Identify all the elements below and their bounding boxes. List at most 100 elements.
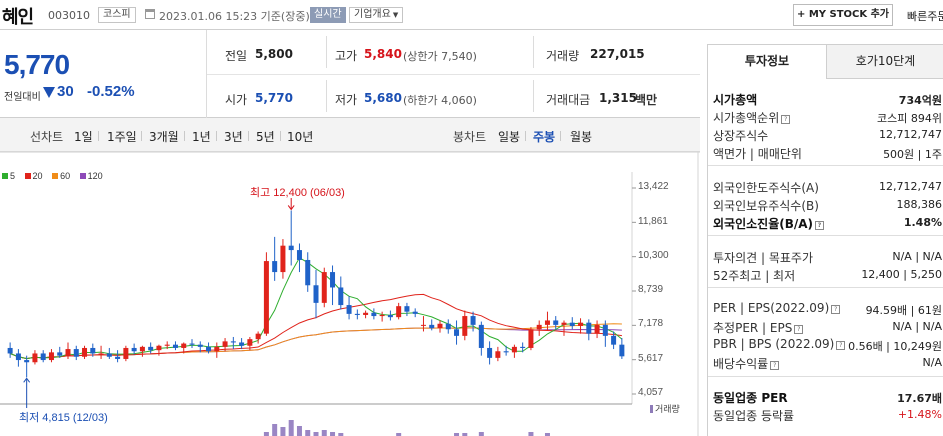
candle-body: [346, 305, 352, 314]
volume-bar: [462, 433, 468, 436]
candle-body: [462, 316, 468, 336]
info-row-value: 500원 | 1주: [883, 148, 942, 161]
divider: [184, 131, 185, 141]
info-row-value: +1.48%: [897, 408, 942, 421]
company-info-dropdown[interactable]: 기업개요 ▼: [349, 7, 404, 23]
tab-period-5y[interactable]: 5년: [256, 130, 275, 144]
info-row-value: N/A | N/A: [892, 320, 942, 333]
legend-ma5: 5: [2, 171, 15, 181]
legend-ma20: 20: [24, 171, 43, 181]
divider: [280, 131, 281, 141]
low-label: 저가: [335, 93, 358, 107]
low-value: 5,680: [364, 91, 402, 105]
tab-period-1d[interactable]: 1일: [74, 130, 93, 144]
candle-body: [429, 324, 435, 329]
tab-orderbook-10[interactable]: 호가10단계: [827, 45, 943, 79]
volume-bar: [544, 433, 550, 436]
info-row-value: 0.56배 | 10,249원: [848, 340, 942, 353]
candle-body: [7, 347, 13, 354]
tab-candle-daily[interactable]: 일봉: [498, 130, 521, 144]
help-icon[interactable]: ?: [781, 115, 791, 124]
stock-name: 혜인: [2, 7, 34, 28]
info-row-label: PBR | BPS (2022.09)?: [713, 337, 846, 351]
candle-body: [602, 324, 608, 336]
help-icon[interactable]: ?: [831, 305, 841, 314]
volume-bar: [272, 424, 278, 436]
info-row: 동일업종 PER 17.67배: [708, 388, 943, 406]
open-label: 시가: [225, 93, 248, 107]
volume-bar: [330, 432, 336, 436]
candle-body: [288, 245, 294, 251]
info-row: 투자의견 | 목표주가 N/A | N/A: [708, 248, 943, 266]
current-price: 5,770: [4, 49, 70, 80]
tab-investment-info[interactable]: 투자정보: [708, 45, 827, 79]
candle-body: [139, 346, 145, 352]
candle-body: [148, 346, 154, 351]
divider: [533, 36, 534, 68]
candle-body: [230, 341, 236, 343]
quick-order-link[interactable]: 빠른주문: [907, 10, 943, 23]
candle-chart-label: 봉차트: [453, 130, 487, 144]
candle-body: [544, 320, 550, 325]
divider: [216, 131, 217, 141]
high-annotation: 최고 12,400 (06/03): [250, 187, 345, 199]
realtime-badge[interactable]: 실시간: [310, 7, 346, 23]
candle-body: [131, 347, 137, 352]
legend-ma60-label: 60: [60, 171, 71, 181]
candle-body: [420, 324, 426, 326]
candle-body: [569, 322, 575, 326]
company-info-label: 기업개요: [354, 9, 391, 20]
candle-body: [396, 306, 402, 318]
candle-body: [272, 261, 278, 273]
candle-body: [247, 339, 253, 346]
divider: [708, 165, 943, 166]
info-row-value: 12,400 | 5,250: [861, 268, 942, 281]
help-icon[interactable]: ?: [770, 361, 780, 370]
change-value: 30: [57, 83, 74, 100]
candle-body: [32, 353, 38, 363]
info-row-label: 외국인소진율(B/A)?: [713, 215, 825, 232]
info-row-value: 12,712,747: [879, 180, 942, 193]
candle-body: [206, 346, 212, 352]
tab-period-3m[interactable]: 3개월: [149, 130, 179, 144]
volume-bar: [528, 432, 534, 436]
help-icon[interactable]: ?: [794, 325, 804, 334]
candle-body: [296, 250, 302, 260]
info-row: 동일업종 등락률 +1.48%: [708, 406, 943, 424]
high-value: 5,840: [364, 47, 402, 61]
tab-period-10y[interactable]: 10년: [287, 130, 314, 144]
tab-candle-weekly[interactable]: 주봉: [533, 130, 556, 144]
tab-candle-monthly[interactable]: 월봉: [570, 130, 593, 144]
tab-period-1y[interactable]: 1년: [192, 130, 211, 144]
help-icon[interactable]: ?: [815, 221, 825, 230]
add-mystock-button[interactable]: + MY STOCK 추가: [793, 4, 893, 26]
volume-bar: [288, 420, 294, 436]
divider: [206, 30, 207, 118]
price-chart[interactable]: 5 20 60 120 13,422 11,861 10,300 8,739 7…: [0, 152, 700, 436]
divider: [708, 287, 943, 288]
divider: [248, 131, 249, 141]
volume-bar: [296, 426, 302, 436]
info-row: 액면가 | 매매단위 500원 | 1주: [708, 144, 943, 162]
candle-body: [495, 351, 501, 358]
price-chart-svg[interactable]: [0, 152, 700, 436]
tab-period-1w[interactable]: 1주일: [107, 130, 137, 144]
candle-body: [263, 261, 269, 334]
candle-body: [470, 316, 476, 325]
candle-body: [536, 324, 542, 330]
prev-close-value: 5,800: [255, 47, 293, 61]
volume-bar: [321, 430, 327, 436]
candle-body: [578, 322, 584, 326]
candle-body: [123, 347, 129, 359]
divider: [326, 36, 327, 68]
info-row-value: 1.48%: [903, 216, 942, 229]
candle-body: [619, 344, 625, 357]
legend-swatch: [24, 173, 31, 179]
candle-body: [189, 343, 195, 345]
candle-body: [511, 346, 517, 353]
stock-header: 혜인 003010 코스피 2023.01.06 15:23 기준(장중) 실시…: [0, 0, 943, 30]
info-row-label: 동일업종 등락률: [713, 409, 795, 423]
help-icon[interactable]: ?: [836, 341, 846, 350]
candle-body: [57, 352, 63, 356]
tab-period-3y[interactable]: 3년: [224, 130, 243, 144]
